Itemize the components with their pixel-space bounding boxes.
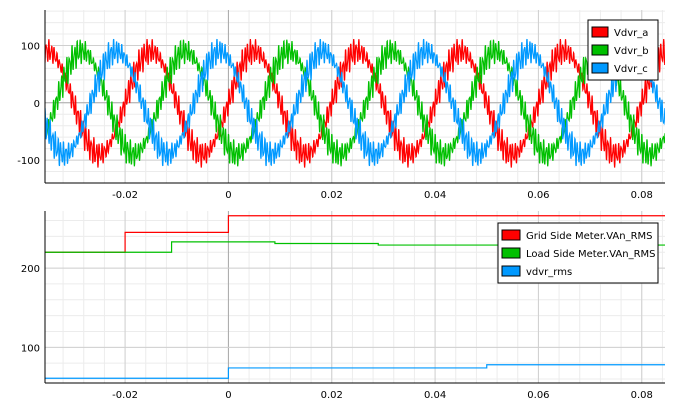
x-tick-label: 0 <box>225 390 231 401</box>
x-tick-label: 0.04 <box>424 190 446 201</box>
y-tick-label: 200 <box>21 264 40 275</box>
x-tick-label: -0.02 <box>112 190 138 201</box>
plot-panel-1: -0.02 0 0.02 0.04 0.06 0.08-1000100Vdvr_aVdvr… <box>17 10 665 201</box>
series-group <box>45 215 665 379</box>
x-tick-label: 0.06 <box>527 390 549 401</box>
legend-label: Grid Side Meter.VAn_RMS <box>526 231 653 242</box>
legend-swatch <box>591 44 609 56</box>
legend-swatch <box>591 26 609 38</box>
legend-swatch <box>501 229 521 241</box>
legend: Grid Side Meter.VAn_RMS Load Side Meter.V… <box>497 222 659 284</box>
legend-swatch <box>501 265 521 277</box>
legend-swatch <box>591 62 609 74</box>
legend-swatch <box>501 247 521 259</box>
legend-label: vdvr_rms <box>526 267 572 278</box>
x-tick-label: 0.04 <box>424 390 446 401</box>
x-tick-label: 0.08 <box>631 390 653 401</box>
x-tick-label: -0.02 <box>112 390 138 401</box>
x-tick-label: 0.02 <box>321 190 343 201</box>
x-tick-label: 0.06 <box>527 190 549 201</box>
legend-label: Load Side Meter.VAn_RMS <box>526 249 656 260</box>
legend-label: Vdvr_b <box>614 46 649 57</box>
y-tick-label: 100 <box>21 343 40 354</box>
series-line-vdvr-b <box>45 39 665 167</box>
y-tick-label: -100 <box>17 156 40 167</box>
legend-label: Vdvr_a <box>614 28 648 39</box>
legend: Vdvr_a Vdvr_b Vdvr_c <box>587 19 659 81</box>
y-tick-label: 100 <box>21 42 40 53</box>
x-tick-label: 0.02 <box>321 390 343 401</box>
y-tick-label: 0 <box>34 99 40 110</box>
series-line-vdvr-rms <box>45 364 665 379</box>
legend-label: Vdvr_c <box>614 64 648 75</box>
x-tick-label: 0.08 <box>631 190 653 201</box>
series-group <box>45 38 665 168</box>
series-line-vdvr-a <box>45 38 665 168</box>
legend-box <box>497 222 659 284</box>
plot-panel-2: -0.02 0 0.02 0.04 0.06 0.08 100 200 Grid Side Me… <box>21 211 665 401</box>
series-line-load-side-meter-van-rms <box>45 241 665 253</box>
series-line-vdvr-c <box>45 38 665 167</box>
x-tick-label: 0 <box>225 190 231 201</box>
